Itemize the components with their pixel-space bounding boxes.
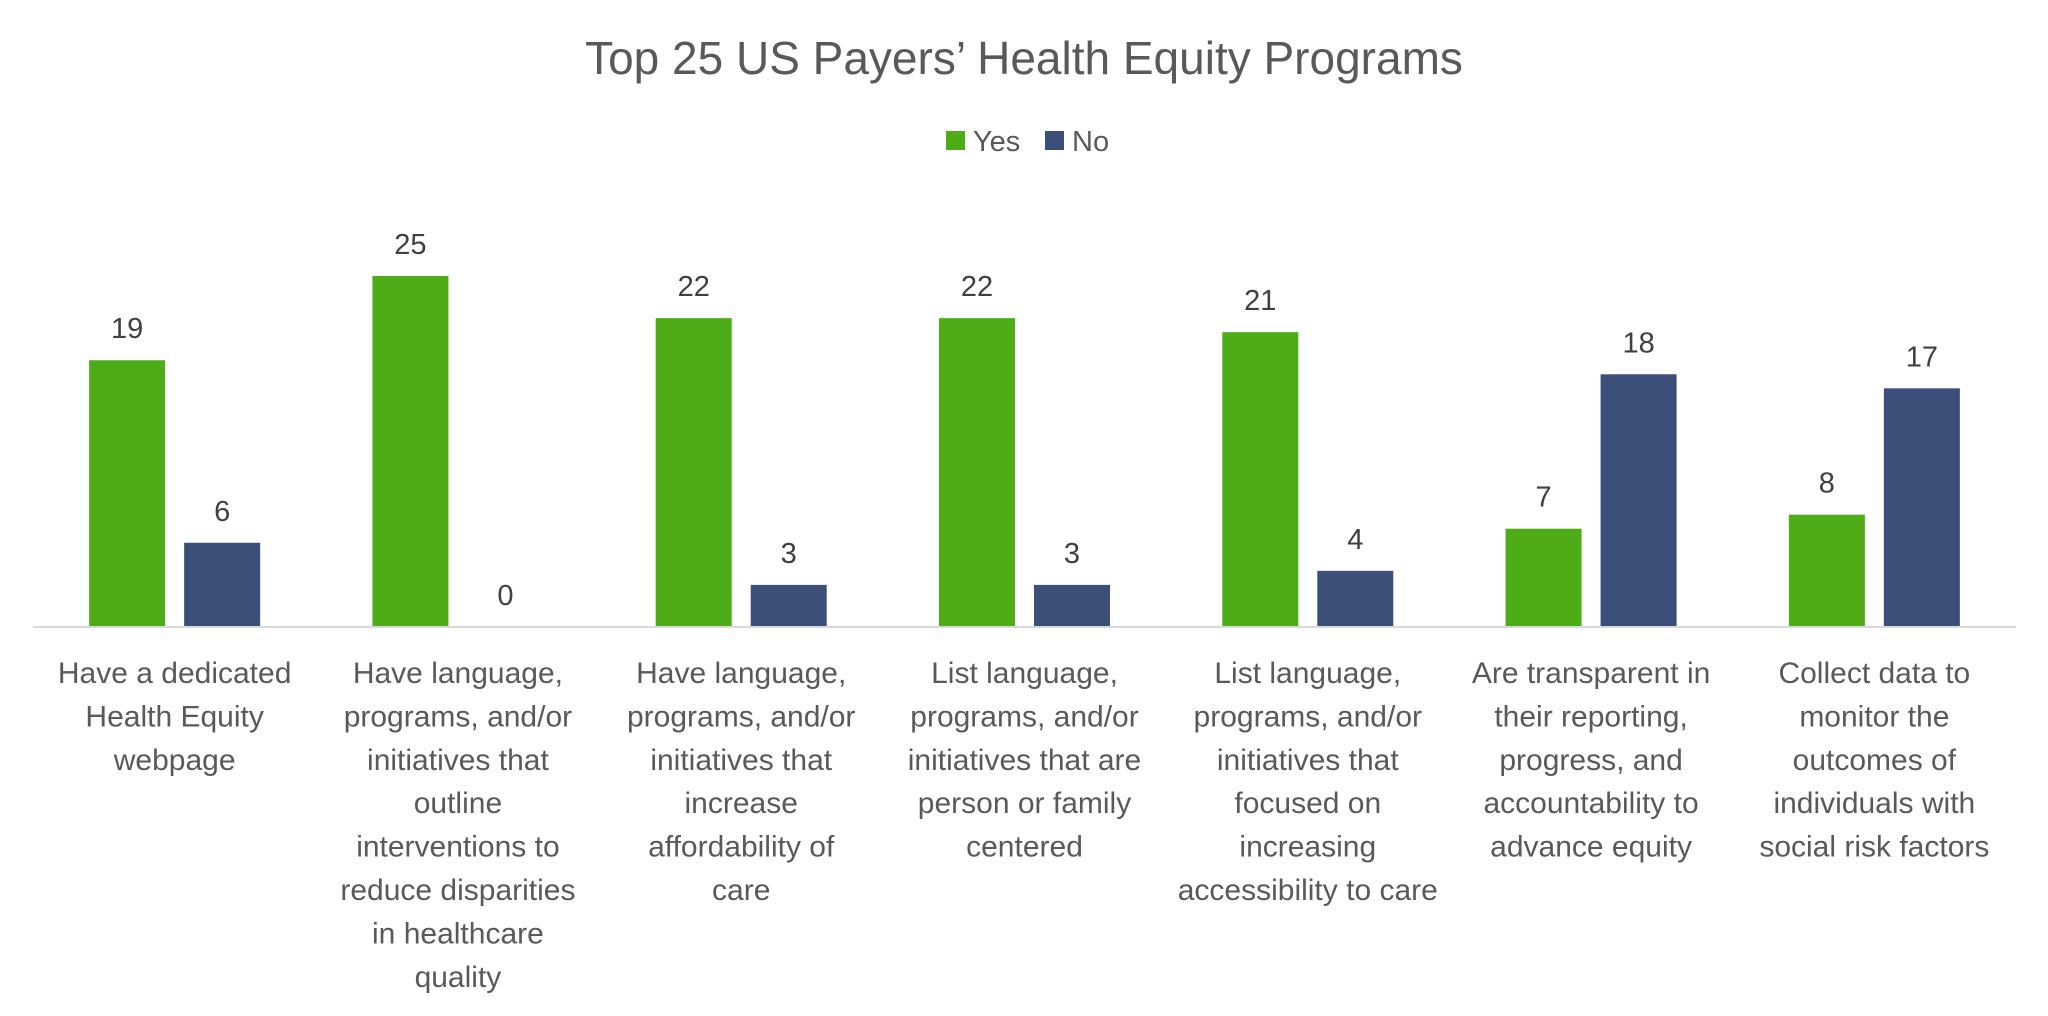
category-label-line: social risk factors [1759,831,1989,864]
value-label-yes-4: 22 [961,271,993,303]
category-label-line: programs, and/or [1194,700,1422,733]
value-label-yes-3: 22 [678,271,710,303]
bar-no-1 [184,542,261,627]
legend-label-yes: Yes [973,126,1020,158]
value-labels-group: 19 6 25 0 22 3 22 3 21 4 7 18 8 17 [111,229,1938,612]
value-label-yes-5: 21 [1244,285,1276,317]
bar-no-4 [1034,584,1110,627]
value-label-yes-1: 19 [111,313,143,345]
bar-no-3 [750,584,827,627]
value-label-yes-7: 8 [1819,468,1835,500]
chart-title: Top 25 US Payers’ Health Equity Programs [585,32,1463,84]
category-label-line: focused on [1234,787,1381,820]
category-label-7: Collect data to monitor the outcomes of ind… [1759,657,1989,864]
category-label-line: initiatives that [650,744,832,777]
category-label-line: person or family [918,787,1131,820]
bar-yes-3 [655,318,732,627]
category-label-6: Are transparent in their reporting, progre… [1472,657,1710,864]
category-label-line: care [712,874,770,907]
category-label-line: reduce disparities [340,874,575,907]
category-label-5: List language, programs, and/or initiative… [1178,657,1438,907]
value-label-no-3: 3 [781,538,797,570]
category-label-line: centered [966,831,1083,864]
bar-yes-1 [89,360,166,627]
bar-no-5 [1317,570,1394,627]
category-label-line: Have language, [636,657,846,690]
category-labels-group: Have a dedicated Health Equity webpageHave… [58,657,1989,994]
category-label-line: increase [685,787,798,820]
category-label-line: List language, [1214,657,1401,690]
category-label-line: programs, and/or [910,700,1138,733]
category-label-line: initiatives that [1217,744,1399,777]
category-label-line: individuals with [1773,787,1975,820]
category-label-line: List language, [931,657,1118,690]
category-label-line: programs, and/or [344,700,572,733]
category-label-line: monitor the [1799,700,1949,733]
category-label-3: Have language, programs, and/or initiative… [627,657,855,907]
category-label-line: accountability to [1484,787,1699,820]
value-label-no-7: 17 [1906,341,1938,373]
bar-yes-2 [372,276,449,627]
bar-no-7 [1883,388,1960,627]
category-label-line: Collect data to [1778,657,1970,690]
bar-yes-7 [1788,514,1865,627]
category-label-line: initiatives that are [908,744,1141,777]
category-label-line: outcomes of [1793,744,1957,777]
bar-yes-5 [1222,332,1299,627]
category-label-line: outline [414,787,502,820]
value-label-no-5: 4 [1347,524,1363,556]
category-label-line: Have a dedicated [58,657,292,690]
bars-group [89,276,1960,627]
legend-swatch-no [1045,131,1064,150]
value-label-no-6: 18 [1622,327,1654,359]
category-label-2: Have language, programs, and/or initiative… [340,657,575,994]
legend-swatch-yes [946,131,965,150]
legend-label-no: No [1072,126,1109,158]
value-label-no-1: 6 [214,496,230,528]
category-label-line: in healthcare [372,917,544,950]
value-label-no-2: 0 [497,580,513,612]
bar-yes-4 [939,318,1015,627]
category-label-line: progress, and [1499,744,1682,777]
category-label-line: Health Equity [85,700,263,733]
category-label-line: webpage [113,744,236,777]
category-label-line: interventions to [356,831,559,864]
category-label-1: Have a dedicated Health Equity webpage [58,657,292,777]
category-label-line: programs, and/or [627,700,855,733]
category-label-line: advance equity [1490,831,1692,864]
category-label-line: quality [415,961,502,994]
bar-yes-6 [1505,528,1582,627]
value-label-yes-6: 7 [1536,482,1552,514]
bar-no-6 [1600,374,1677,627]
category-label-line: affordability of [648,831,835,864]
value-label-no-4: 3 [1064,538,1080,570]
category-label-line: Are transparent in [1472,657,1710,690]
category-label-line: their reporting, [1494,700,1687,733]
category-label-line: initiatives that [367,744,549,777]
category-label-4: List language, programs, and/or initiative… [908,657,1141,864]
category-label-line: accessibility to care [1178,874,1438,907]
value-label-yes-2: 25 [394,229,426,261]
category-label-line: increasing [1239,831,1376,864]
category-label-line: Have language, [353,657,563,690]
legend: Yes No [946,126,1109,158]
